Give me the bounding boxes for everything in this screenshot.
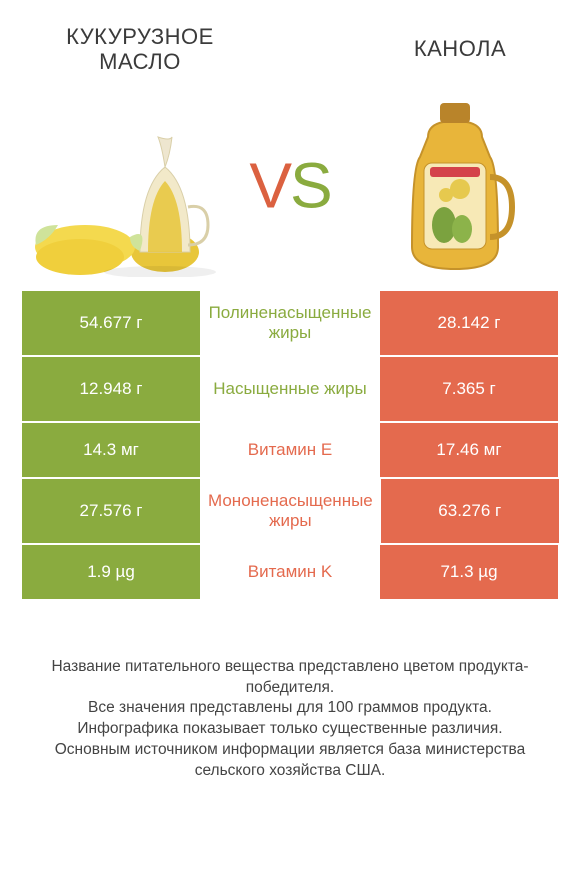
footer-notes: Название питательного вещества представл… [28, 657, 552, 783]
left-value: 54.677 г [21, 290, 201, 356]
left-value: 1.9 µg [21, 544, 201, 600]
nutrient-label: Полиненасыщенные жиры [201, 290, 379, 356]
vs-label: VS [249, 148, 330, 222]
right-value: 63.276 г [380, 478, 560, 544]
left-value: 14.3 мг [21, 422, 201, 478]
header: КУКУРУЗНОЕ МАСЛО КАНОЛА [0, 0, 580, 83]
footer-line-1: Название питательного вещества представл… [28, 657, 552, 699]
title-left-line1: КУКУРУЗНОЕ [40, 24, 240, 49]
nutrient-label: Насыщенные жиры [201, 356, 379, 422]
title-left-line2: МАСЛО [40, 49, 240, 74]
footer-line-2: Все значения представлены для 100 граммо… [28, 698, 552, 719]
right-value: 28.142 г [379, 290, 559, 356]
vs-s: S [290, 149, 331, 221]
left-value: 12.948 г [21, 356, 201, 422]
nutrient-label: Мононенасыщенные жиры [201, 478, 380, 544]
title-left: КУКУРУЗНОЕ МАСЛО [40, 24, 240, 75]
table-row: 1.9 µgВитамин K71.3 µg [21, 544, 559, 600]
right-value: 17.46 мг [379, 422, 559, 478]
table-row: 14.3 мгВитамин E17.46 мг [21, 422, 559, 478]
vs-v: V [249, 149, 290, 221]
footer-line-4: Основным источником информации является … [28, 740, 552, 782]
right-value: 7.365 г [379, 356, 559, 422]
footer-line-3: Инфографика показывает только существенн… [28, 719, 552, 740]
title-right: КАНОЛА [380, 24, 540, 61]
table-row: 12.948 гНасыщенные жиры7.365 г [21, 356, 559, 422]
table-row: 27.576 гМононенасыщенные жиры63.276 г [21, 478, 559, 544]
table-row: 54.677 гПолиненасыщенные жиры28.142 г [21, 290, 559, 356]
nutrient-label: Витамин K [201, 544, 379, 600]
right-value: 71.3 µg [379, 544, 559, 600]
product-right-image [390, 97, 520, 277]
nutrient-label: Витамин E [201, 422, 379, 478]
product-left-image [30, 107, 220, 277]
product-images-row: VS [20, 87, 560, 277]
comparison-table: 54.677 гПолиненасыщенные жиры28.142 г12.… [20, 289, 560, 601]
canola-bottle-icon [390, 97, 520, 277]
left-value: 27.576 г [21, 478, 201, 544]
corn-oil-icon [30, 107, 220, 277]
